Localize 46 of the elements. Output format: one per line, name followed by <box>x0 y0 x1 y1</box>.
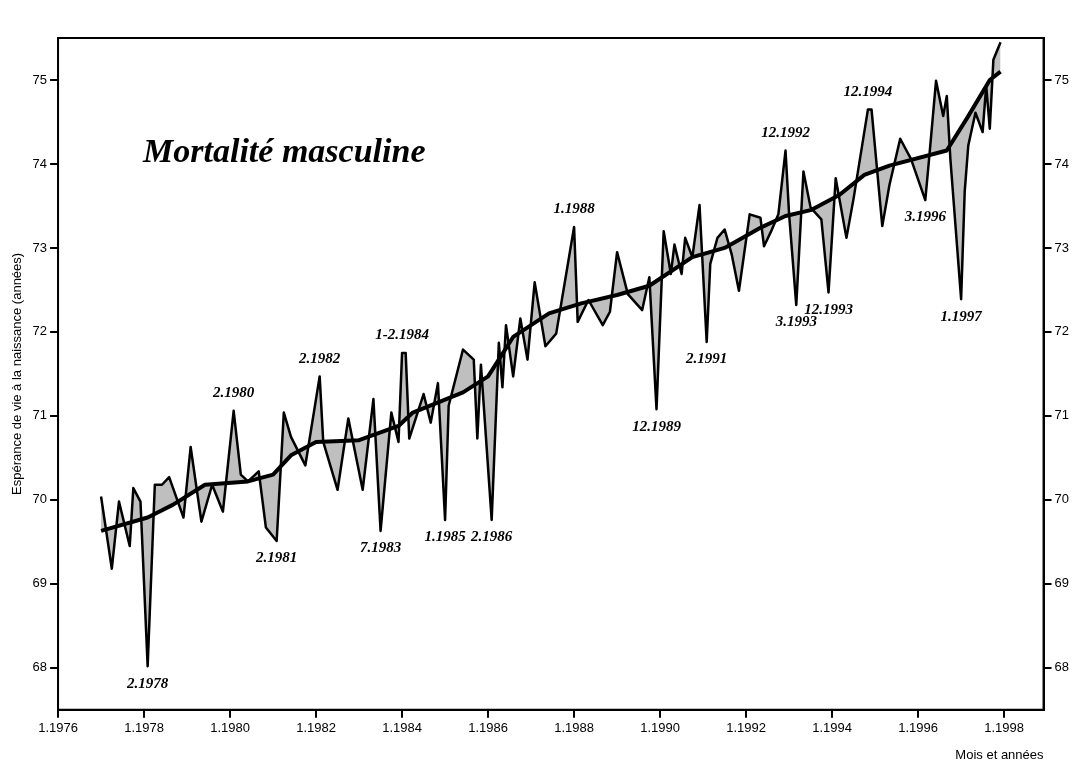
y2-tick-label: 71 <box>1054 407 1070 423</box>
x-tick-label: 1.1986 <box>468 720 508 736</box>
annotation: Mortalité masculine <box>142 131 426 169</box>
y-tick-label: 68 <box>32 659 48 675</box>
x-tick-label: 1.1996 <box>898 720 938 736</box>
y-tick-label: 72 <box>32 323 48 339</box>
y2-tick-label: 74 <box>1054 155 1070 171</box>
annotation: 2.1986 <box>470 528 513 545</box>
y-tick-label: 75 <box>32 71 48 87</box>
y-tick-label: 73 <box>32 239 48 255</box>
y2-tick-label: 73 <box>1054 239 1070 255</box>
annotation: 12.1992 <box>761 123 811 140</box>
annotation: 3.1996 <box>903 208 947 225</box>
x-tick-label: 1.1980 <box>210 720 250 736</box>
annotation: 12.1989 <box>632 417 682 434</box>
y-tick-label: 74 <box>32 155 48 171</box>
annotation: 7.1983 <box>359 539 402 556</box>
annotation: 2.1991 <box>685 350 728 367</box>
x-tick-label: 1.1992 <box>726 720 766 736</box>
annotation: 2.1980 <box>212 384 255 401</box>
annotation: 1.1988 <box>553 200 596 217</box>
annotation: 1.1997 <box>940 307 983 324</box>
annotation: 1-2.1984 <box>375 326 430 343</box>
y-tick-label: 70 <box>32 491 48 507</box>
y2-tick-label: 75 <box>1054 71 1070 87</box>
y2-tick-label: 70 <box>1054 491 1070 507</box>
x-tick-label: 1.1984 <box>382 720 422 736</box>
x-tick-label: 1.1988 <box>554 720 594 736</box>
annotation: 2.1978 <box>126 674 169 691</box>
y2-tick-label: 72 <box>1054 323 1070 339</box>
x-axis-title: Mois et années <box>955 746 1045 762</box>
x-tick-label: 1.1990 <box>640 720 680 736</box>
x-tick-label: 1.1998 <box>984 720 1024 736</box>
y-tick-label: 69 <box>32 575 48 591</box>
x-tick-label: 1.1976 <box>38 720 78 736</box>
x-tick-label: 1.1978 <box>124 720 164 736</box>
annotation: 2.1982 <box>298 349 341 366</box>
x-tick-label: 1.1994 <box>812 720 852 736</box>
y2-tick-label: 68 <box>1054 659 1070 675</box>
y-axis-title: Espérance de vie à la naissance (années) <box>9 252 25 495</box>
annotation: 12.1994 <box>843 82 893 99</box>
annotation: 1.1985 <box>424 528 467 545</box>
y-tick-label: 71 <box>32 407 48 423</box>
x-tick-label: 1.1982 <box>296 720 336 736</box>
annotation: 2.1981 <box>255 549 298 566</box>
y2-tick-label: 69 <box>1054 575 1070 591</box>
